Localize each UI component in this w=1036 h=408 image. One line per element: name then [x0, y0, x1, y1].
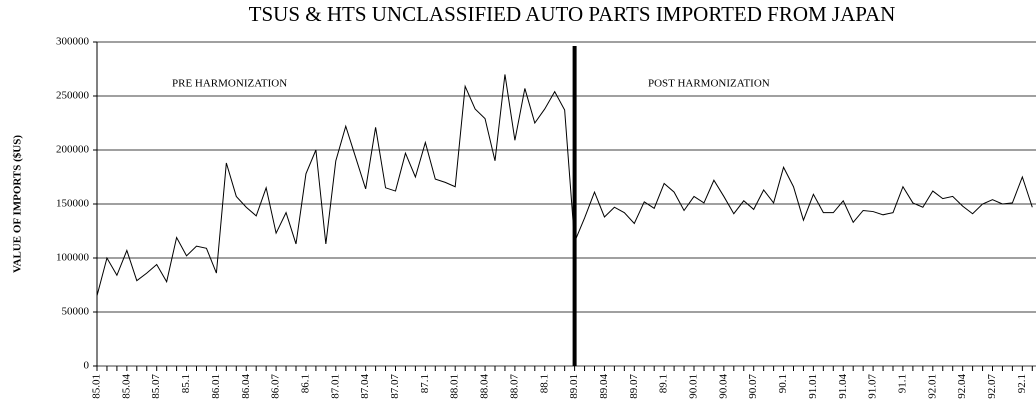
- x-tick-label: 86.1: [299, 374, 311, 393]
- x-tick-label: 85.1: [180, 374, 192, 393]
- x-tick-label: 91.07: [867, 374, 879, 399]
- x-tick-label: 86.04: [240, 374, 252, 399]
- x-tick-label: 92.01: [926, 374, 938, 399]
- x-tick-label: 88.1: [538, 374, 550, 393]
- y-tick-label: 50000: [62, 306, 90, 318]
- x-tick-label: 89.01: [568, 374, 580, 399]
- x-tick-label: 89.04: [598, 374, 610, 399]
- x-tick-label: 92.07: [986, 374, 998, 399]
- x-tick-label: 88.01: [449, 374, 461, 399]
- x-tick-label: 88.04: [479, 374, 491, 399]
- data-line: [96, 74, 1033, 296]
- y-tick-label: 300000: [56, 36, 90, 48]
- x-tick-label: 91.1: [896, 374, 908, 393]
- x-tick-label: 87.01: [329, 374, 341, 399]
- y-tick-label: 150000: [56, 198, 90, 210]
- x-tick-label: 92.1: [1016, 374, 1028, 393]
- x-tick-label: 90.07: [747, 374, 759, 399]
- x-tick-label: 89.1: [658, 374, 670, 393]
- y-tick-label: 0: [84, 360, 90, 372]
- x-tick-label: 92.04: [956, 374, 968, 399]
- x-tick-label: 89.07: [628, 374, 640, 399]
- x-tick-label: 90.1: [777, 374, 789, 393]
- x-tick-label: 85.07: [150, 374, 162, 399]
- x-tick-label: 87.1: [419, 374, 431, 393]
- x-tick-label: 85.01: [91, 374, 103, 399]
- y-axis-label: VALUE OF IMPORTS ($US): [12, 135, 24, 273]
- y-tick-label: 250000: [56, 90, 90, 102]
- x-tick-label: 90.04: [717, 374, 729, 399]
- x-tick-label: 86.07: [270, 374, 282, 399]
- x-tick-label: 90.01: [688, 374, 700, 399]
- x-tick-label: 86.01: [210, 374, 222, 399]
- y-tick-label: 200000: [56, 144, 90, 156]
- x-tick-label: 87.07: [389, 374, 401, 399]
- y-tick-label: 100000: [56, 252, 90, 264]
- x-tick-label: 87.04: [359, 374, 371, 399]
- x-tick-label: 91.04: [837, 374, 849, 399]
- x-tick-label: 88.07: [508, 374, 520, 399]
- x-tick-label: 91.01: [807, 374, 819, 399]
- chart-title: TSUS & HTS UNCLASSIFIED AUTO PARTS IMPOR…: [249, 2, 896, 26]
- x-tick-label: 85.04: [120, 374, 132, 399]
- annotation: PRE HARMONIZATION: [172, 78, 287, 90]
- annotation: POST HARMONIZATION: [648, 78, 770, 90]
